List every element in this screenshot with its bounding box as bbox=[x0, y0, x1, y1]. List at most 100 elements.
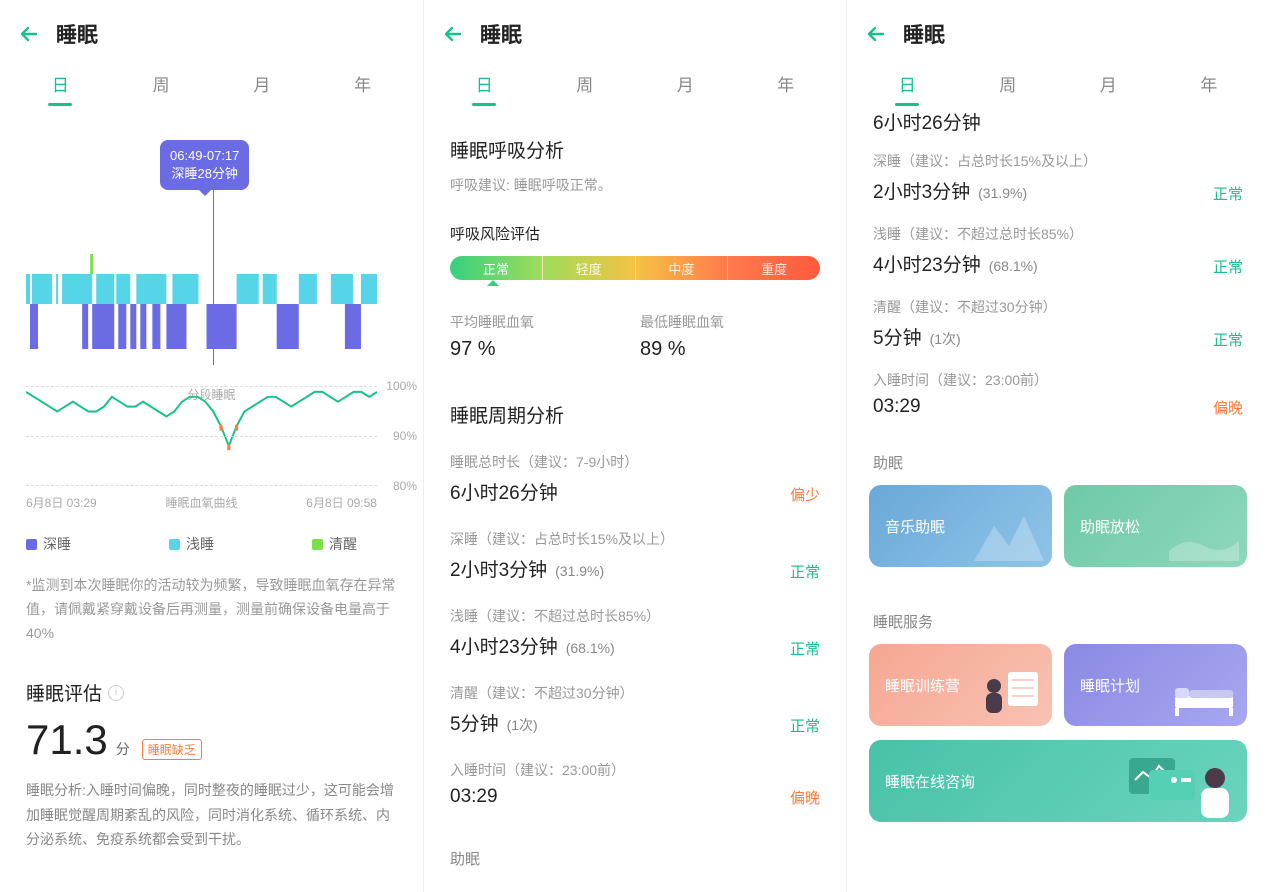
header: 睡眠 bbox=[0, 0, 423, 58]
page-title: 睡眠 bbox=[56, 19, 98, 49]
metric-status: 偏少 bbox=[790, 484, 820, 505]
card-plan[interactable]: 睡眠计划 bbox=[1064, 644, 1247, 726]
avg-spo2-label: 平均睡眠血氧 bbox=[450, 312, 630, 332]
metric-status: 正常 bbox=[790, 561, 820, 582]
metric-value: 2小时3分钟 bbox=[873, 177, 970, 204]
light-bar bbox=[237, 274, 259, 304]
risk-bar: 正常 轻度 中度 重度 bbox=[450, 256, 820, 280]
metric-value: 03:29 bbox=[450, 786, 498, 808]
light-bar bbox=[62, 274, 92, 304]
tab-month[interactable]: 月 bbox=[1058, 58, 1159, 108]
spo2-chart[interactable]: 100% 90% 80% 6月8日 03:29 睡眠血氧曲线 6月8日 09:5… bbox=[0, 386, 423, 516]
metric-hint: 清醒（建议：不超过30分钟） bbox=[450, 683, 790, 703]
cycle-title: 睡眠周期分析 bbox=[424, 361, 846, 432]
light-bar bbox=[331, 274, 353, 304]
metric-hint: 入睡时间（建议：23:00前） bbox=[450, 760, 790, 780]
deep-bar bbox=[345, 304, 361, 349]
tab-week[interactable]: 周 bbox=[111, 58, 212, 108]
deep-bar bbox=[140, 304, 146, 349]
tab-day[interactable]: 日 bbox=[10, 58, 111, 108]
card-music-aid[interactable]: 音乐助眠 bbox=[869, 485, 1052, 567]
x-label-start: 6月8日 03:29 bbox=[26, 494, 97, 511]
light-bar bbox=[299, 274, 317, 304]
metric-hint: 浅睡（建议：不超过总时长85%） bbox=[450, 606, 790, 626]
tooltip-indicator-line bbox=[213, 185, 214, 365]
tab-year[interactable]: 年 bbox=[1159, 58, 1260, 108]
deep-bar bbox=[118, 304, 126, 349]
x-label-end: 6月8日 09:58 bbox=[306, 494, 377, 511]
legend-awake: 清醒 bbox=[312, 534, 357, 554]
metric-status: 正常 bbox=[1213, 329, 1243, 350]
light-bar bbox=[56, 274, 58, 304]
mountain-icon bbox=[974, 501, 1044, 561]
tab-month[interactable]: 月 bbox=[635, 58, 736, 108]
metric-hint: 睡眠总时长（建议：7-9小时） bbox=[450, 452, 790, 472]
metric-pct: (68.1%) bbox=[989, 258, 1038, 274]
tab-day[interactable]: 日 bbox=[857, 58, 958, 108]
light-bar bbox=[263, 274, 277, 304]
doctor-icon bbox=[1119, 750, 1239, 820]
card-relax-aid[interactable]: 助眠放松 bbox=[1064, 485, 1247, 567]
metric-pct: (1次) bbox=[930, 329, 961, 349]
info-icon[interactable]: i bbox=[108, 685, 124, 701]
deep-bar bbox=[130, 304, 136, 349]
aid-title: 助眠 bbox=[847, 422, 1269, 485]
deep-bar bbox=[152, 304, 160, 349]
metric-status: 偏晚 bbox=[1213, 397, 1243, 418]
metric-hint: 深睡（建议：占总时长15%及以上） bbox=[450, 529, 790, 549]
service-title: 睡眠服务 bbox=[847, 581, 1269, 644]
sleep-score: 71.3 bbox=[26, 716, 108, 764]
tooltip-time: 06:49-07:17 bbox=[170, 148, 239, 163]
metric-row: 浅睡（建议：不超过总时长85%）4小时23分钟(68.1%)正常 bbox=[847, 208, 1269, 281]
metric-row: 入睡时间（建议：23:00前） 03:29 偏晚 bbox=[424, 740, 846, 812]
metric-hint: 入睡时间（建议：23:00前） bbox=[873, 370, 1213, 390]
score-unit: 分 bbox=[116, 739, 130, 759]
back-icon[interactable] bbox=[440, 21, 466, 47]
assess-title: 睡眠评估 bbox=[26, 679, 102, 706]
light-bar bbox=[26, 274, 30, 304]
bed-icon bbox=[1169, 660, 1239, 720]
screen-3: 睡眠 日 周 月 年 6小时26分钟 深睡（建议：占总时长15%及以上）2小时3… bbox=[846, 0, 1269, 892]
card-consult[interactable]: 睡眠在线咨询 bbox=[869, 740, 1247, 822]
metric-row: 深睡（建议：占总时长15%及以上）2小时3分钟(31.9%)正常 bbox=[847, 135, 1269, 208]
metric-pct: (1次) bbox=[507, 715, 538, 735]
metric-value: 6小时26分钟 bbox=[450, 478, 558, 505]
screen-1: 睡眠 日 周 月 年 06:49-07:17 深睡28分钟 分段睡眠 100% … bbox=[0, 0, 423, 892]
chart-legend: 深睡 浅睡 清醒 bbox=[0, 516, 383, 564]
tab-week[interactable]: 周 bbox=[535, 58, 636, 108]
tab-month[interactable]: 月 bbox=[212, 58, 313, 108]
tab-year[interactable]: 年 bbox=[736, 58, 837, 108]
back-icon[interactable] bbox=[863, 21, 889, 47]
tabs: 日 周 月 年 bbox=[0, 58, 423, 108]
metric-pct: (68.1%) bbox=[566, 640, 615, 656]
light-bar bbox=[136, 274, 166, 304]
metric-status: 正常 bbox=[1213, 256, 1243, 277]
wave-icon bbox=[1169, 501, 1239, 561]
light-bar bbox=[361, 274, 377, 304]
tab-week[interactable]: 周 bbox=[958, 58, 1059, 108]
legend-light: 浅睡 bbox=[169, 534, 214, 554]
tab-year[interactable]: 年 bbox=[312, 58, 413, 108]
x-label-center: 睡眠血氧曲线 bbox=[165, 494, 237, 511]
screen-2: 睡眠 日 周 月 年 睡眠呼吸分析 呼吸建议: 睡眠呼吸正常。 呼吸风险评估 正… bbox=[423, 0, 846, 892]
person-calendar-icon bbox=[974, 660, 1044, 720]
analysis-text: 睡眠分析:入睡时间偏晚，同时整夜的睡眠过少，这可能会增加睡眠觉醒周期紊乱的风险，… bbox=[0, 768, 423, 852]
score-badge: 睡眠缺乏 bbox=[142, 739, 202, 760]
page-title: 睡眠 bbox=[903, 19, 945, 49]
risk-title: 呼吸风险评估 bbox=[424, 195, 846, 254]
legend-deep: 深睡 bbox=[26, 534, 71, 554]
metric-value: 4小时23分钟 bbox=[873, 250, 981, 277]
back-icon[interactable] bbox=[16, 21, 42, 47]
light-bar bbox=[32, 274, 52, 304]
metric-row: 入睡时间（建议：23:00前）03:29偏晚 bbox=[847, 354, 1269, 422]
total-duration: 6小时26分钟 bbox=[873, 108, 981, 135]
monitor-note: *监测到本次睡眠你的活动较为频繁，导致睡眠血氧存在异常值，请佩戴紧穿戴设备后再测… bbox=[0, 564, 423, 645]
tab-day[interactable]: 日 bbox=[434, 58, 535, 108]
metric-value: 2小时3分钟 bbox=[450, 555, 547, 582]
light-bar bbox=[96, 274, 114, 304]
tooltip-text: 深睡28分钟 bbox=[170, 163, 239, 182]
min-spo2-label: 最低睡眠血氧 bbox=[640, 312, 820, 332]
card-training[interactable]: 睡眠训练营 bbox=[869, 644, 1052, 726]
breath-title: 睡眠呼吸分析 bbox=[424, 108, 846, 167]
metric-status: 偏晚 bbox=[790, 787, 820, 808]
